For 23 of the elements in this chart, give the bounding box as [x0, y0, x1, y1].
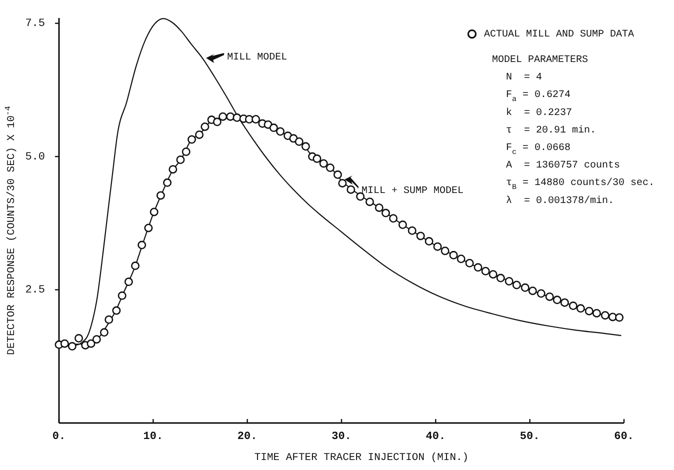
x-axis-title: TIME AFTER TRACER INJECTION (MIN.) [254, 452, 469, 464]
x-tick-label: 40. [426, 431, 446, 443]
x-tick-label: 30. [332, 431, 352, 443]
legend-label: MILL MODEL [227, 52, 288, 64]
annotation: λ = 0.001378/min. [506, 194, 614, 207]
series-label: MILL + SUMP MODEL [362, 186, 464, 198]
annotation: A = 1360757 counts [506, 160, 620, 172]
legend-label: ACTUAL MILL AND SUMP DATA [484, 30, 634, 41]
annotation: F$_{c}$ = 0.0668 [506, 143, 571, 157]
x-tick-label: 60. [614, 431, 634, 443]
x-tick-label: 50. [520, 431, 540, 443]
y-tick-label: 5.0 [25, 151, 45, 164]
annotation: MODEL PARAMETERS [492, 55, 588, 66]
x-tick-label: 10. [143, 431, 164, 443]
annotation: τ = 20.91 min. [506, 124, 596, 136]
x-tick-label: 20. [237, 431, 258, 443]
x-tick-label: 0. [52, 431, 66, 443]
annotation: τ$_{B}$ = 14880 counts/30 sec. [506, 177, 655, 192]
annotation: F$_{a}$ = 0.6274 [506, 90, 571, 104]
annotation: k = 0.2237 [506, 106, 572, 119]
annotation: N = 4 [506, 72, 542, 84]
y-tick-label: 7.5 [25, 18, 45, 30]
y-tick-label: 2.5 [25, 284, 45, 297]
